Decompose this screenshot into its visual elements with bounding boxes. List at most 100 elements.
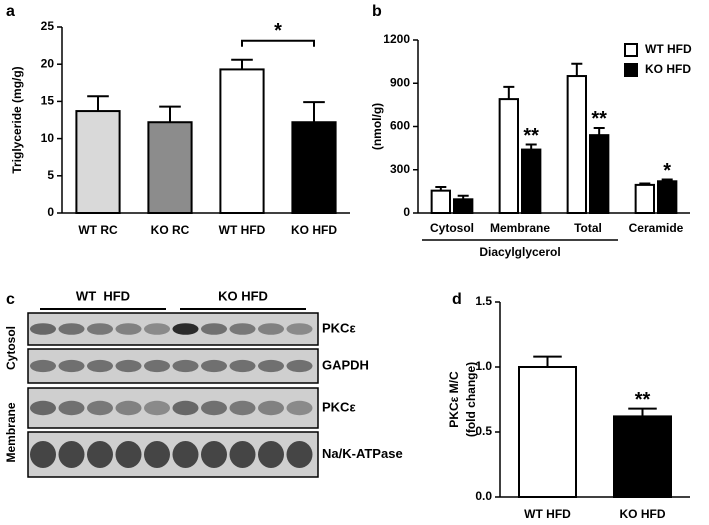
blot-band xyxy=(30,400,56,416)
legend-label: WT HFD xyxy=(645,42,692,56)
blot-band xyxy=(30,441,56,468)
bar xyxy=(518,366,577,498)
legend-swatch xyxy=(624,63,638,77)
blot-band xyxy=(229,441,256,468)
blot-band-label: Na/K-ATPase xyxy=(322,446,403,461)
x-tick-label: Membrane xyxy=(490,221,550,235)
significance: ** xyxy=(523,125,539,147)
legend-swatch xyxy=(624,43,638,57)
blot-band xyxy=(286,400,313,416)
blot-band xyxy=(115,441,142,468)
significance: ** xyxy=(591,108,607,130)
y-tick-label: 10 xyxy=(41,131,55,145)
y-tick-label: 25 xyxy=(41,19,55,33)
blot-band xyxy=(172,441,199,468)
blot-band xyxy=(30,323,56,335)
blot-band xyxy=(201,323,227,335)
y-tick-label: 1200 xyxy=(383,32,410,46)
blot-band xyxy=(258,359,284,373)
significance: ** xyxy=(635,389,651,411)
blot-band xyxy=(258,323,284,335)
blot-band xyxy=(258,400,284,416)
bar xyxy=(566,75,588,214)
blot-band xyxy=(172,400,199,416)
blot-section-label: Membrane xyxy=(4,402,18,462)
x-tick-label: KO HFD xyxy=(620,507,666,521)
panel-letter: d xyxy=(452,291,462,308)
y-tick-label: 1.0 xyxy=(475,359,492,373)
bar xyxy=(521,148,542,214)
bar xyxy=(657,180,678,215)
error-bar xyxy=(593,126,605,136)
panel-letter: b xyxy=(372,3,382,20)
error-bar xyxy=(661,178,673,182)
blot-band xyxy=(115,323,142,335)
blot-band xyxy=(30,359,56,373)
y-tick-label: 20 xyxy=(41,56,55,70)
blot-band xyxy=(286,359,313,373)
blot-band xyxy=(87,359,113,373)
blot-band xyxy=(115,400,142,416)
blot-band xyxy=(258,441,284,468)
error-bar xyxy=(533,355,562,367)
x-tick-label: WT HFD xyxy=(219,223,266,237)
significance-bracket xyxy=(241,39,315,47)
blot-band xyxy=(87,323,113,335)
x-tick-label: Total xyxy=(574,221,602,235)
blot-band xyxy=(144,359,170,373)
y-tick-label: 600 xyxy=(390,119,410,133)
y-axis-label: Triglyceride (mg/g) xyxy=(10,66,24,173)
error-bar xyxy=(435,186,447,191)
legend-label: KO HFD xyxy=(645,62,691,76)
y-tick-label: 0.0 xyxy=(475,489,492,503)
blot-band-label: GAPDH xyxy=(322,357,369,372)
blot-band xyxy=(87,400,113,416)
bar xyxy=(219,68,265,214)
x-tick-label: WT RC xyxy=(78,223,118,237)
blot-band xyxy=(144,441,170,468)
y-tick-label: 0 xyxy=(47,205,54,219)
error-bar xyxy=(503,85,515,100)
bar xyxy=(634,183,656,214)
x-tick-label: Ceramide xyxy=(629,221,684,235)
blot-band xyxy=(229,400,256,416)
blot-group-label: WT HFD xyxy=(76,288,130,303)
error-bar xyxy=(159,105,181,123)
error-bar xyxy=(87,95,109,112)
error-bar xyxy=(231,58,253,70)
bar xyxy=(498,98,520,214)
panel-letter: c xyxy=(6,291,15,308)
y-axis-label: (fold change) xyxy=(464,362,478,437)
blot-band xyxy=(201,441,227,468)
bar xyxy=(453,198,474,215)
error-bar xyxy=(639,182,651,185)
blot-band xyxy=(58,323,85,335)
bar xyxy=(147,121,193,214)
blot-band xyxy=(229,323,256,335)
blot-band xyxy=(286,441,313,468)
blot-band xyxy=(172,323,199,335)
bar xyxy=(589,134,610,214)
panel-letter: a xyxy=(6,3,15,20)
y-tick-label: 900 xyxy=(390,75,410,89)
error-bar xyxy=(628,407,657,417)
bar xyxy=(613,415,672,498)
y-tick-label: 5 xyxy=(47,168,54,182)
blot-group-label: KO HFD xyxy=(218,288,268,303)
y-tick-label: 300 xyxy=(390,162,410,176)
blot-section-label: Cytosol xyxy=(4,326,18,370)
y-tick-label: 0.5 xyxy=(475,424,492,438)
blot-band-label: PKCε xyxy=(322,320,356,335)
y-tick-label: 1.5 xyxy=(475,294,492,308)
blot-band-label: PKCε xyxy=(322,399,356,414)
blot-band xyxy=(58,400,85,416)
bar xyxy=(75,110,121,214)
error-bar xyxy=(571,62,583,77)
x-tick-label: WT HFD xyxy=(524,507,571,521)
error-bar xyxy=(457,194,469,200)
group-label: Diacylglycerol xyxy=(479,245,560,259)
error-bar xyxy=(525,143,537,150)
x-tick-label: KO HFD xyxy=(291,223,337,237)
blot-band xyxy=(144,323,170,335)
y-axis-label: PKCε M/C xyxy=(447,371,461,428)
